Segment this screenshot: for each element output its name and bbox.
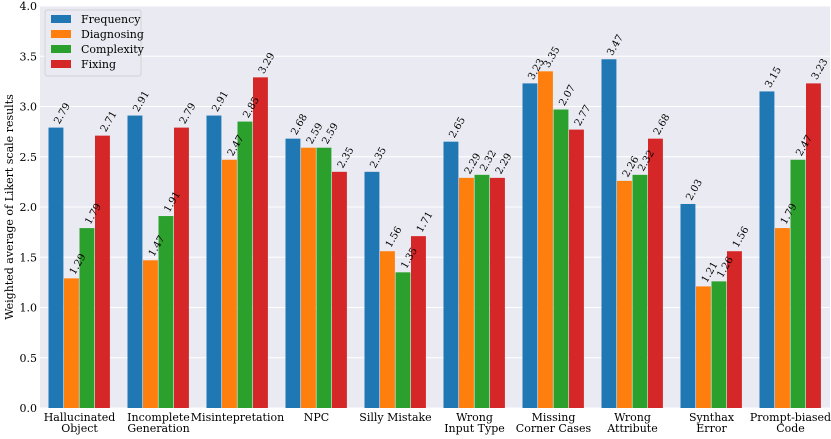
y-tick-label: 0.5 — [20, 352, 38, 365]
bar-complexity — [790, 159, 806, 408]
y-tick-label: 3.5 — [20, 50, 38, 63]
bar-frequency — [127, 115, 143, 409]
bar-diagnosing — [301, 147, 316, 408]
bar-fixing — [95, 135, 110, 408]
bar-diagnosing — [775, 228, 790, 408]
bar-frequency — [206, 115, 222, 409]
bar-fixing — [253, 77, 268, 408]
bar-frequency — [285, 138, 301, 408]
y-tick-label: 4.0 — [20, 0, 38, 13]
y-tick-label: 3.0 — [20, 101, 38, 114]
y-tick-label: 1.5 — [20, 251, 38, 264]
y-axis: 0.0 0.5 1.0 1.5 2.0 2.5 3.0 3.5 4.0 — [20, 0, 38, 415]
x-category-label: Generation — [127, 422, 189, 435]
legend: Frequency Diagnosing Complexity Fixing — [44, 9, 145, 77]
bar-complexity — [474, 174, 490, 408]
y-axis-title: Weighted average of Likert scale results — [3, 94, 16, 320]
x-axis: HallucinatedObjectIncompleteGenerationMi… — [44, 411, 831, 435]
bar-fixing — [569, 129, 584, 409]
bar-fixing — [411, 236, 426, 408]
x-category-label: Input Type — [444, 422, 505, 435]
bar-frequency — [443, 141, 459, 409]
x-category-label: Incomplete — [127, 411, 190, 424]
y-tick-label: 2.5 — [20, 151, 38, 164]
bar-frequency — [759, 91, 775, 409]
bar-diagnosing — [143, 260, 158, 408]
bar-fixing — [806, 83, 821, 408]
bar-frequency — [601, 59, 617, 408]
x-category-label: Error — [696, 422, 727, 435]
bar-diagnosing — [222, 159, 237, 408]
y-tick-label: 1.0 — [20, 302, 38, 315]
bar-complexity — [316, 147, 332, 408]
bar-fixing — [648, 138, 663, 408]
x-category-label: Prompt-biased — [750, 411, 831, 424]
bar-frequency — [364, 171, 380, 408]
bar-diagnosing — [696, 286, 711, 408]
legend-swatch — [51, 15, 71, 23]
bar-frequency — [522, 83, 538, 408]
x-category-label: NPC — [304, 411, 329, 424]
x-category-label: Hallucinated — [44, 411, 116, 424]
legend-entry: Diagnosing — [81, 28, 144, 41]
bar-fixing — [174, 127, 189, 408]
bar-frequency — [680, 203, 696, 408]
y-tick-label: 2.0 — [20, 201, 38, 214]
bar-fixing — [727, 251, 742, 408]
bar-fixing — [490, 177, 505, 408]
legend-swatch — [51, 30, 71, 38]
bar-diagnosing — [538, 71, 553, 408]
legend-entry: Fixing — [81, 58, 116, 71]
bar-diagnosing — [380, 251, 395, 408]
bar-diagnosing — [617, 180, 632, 408]
legend-entry: Complexity — [81, 43, 145, 56]
legend-box — [44, 9, 142, 77]
x-category-label: Synthax — [689, 411, 735, 424]
x-category-label: Code — [776, 422, 805, 435]
x-category-label: Wrong — [456, 411, 493, 424]
bar-complexity — [632, 174, 648, 408]
x-category-label: Silly Mistake — [359, 411, 431, 424]
bars — [48, 59, 821, 409]
legend-swatch — [51, 45, 71, 53]
x-category-label: Missing — [532, 411, 576, 424]
x-category-label: Attribute — [606, 422, 657, 435]
bar-fixing — [332, 171, 347, 408]
bar-complexity — [553, 109, 569, 408]
x-category-label: Corner Cases — [516, 422, 592, 435]
bar-diagnosing — [64, 278, 79, 408]
x-category-label: Misintepretation — [191, 411, 284, 424]
bar-complexity — [711, 281, 727, 408]
bar-diagnosing — [459, 177, 474, 408]
bar-complexity — [237, 121, 253, 408]
legend-entry: Frequency — [81, 13, 141, 26]
bar-complexity — [79, 228, 95, 408]
bar-complexity — [395, 272, 411, 408]
y-tick-label: 0.0 — [20, 402, 38, 415]
x-category-label: Object — [61, 422, 98, 435]
bar-complexity — [158, 216, 174, 408]
bar-frequency — [48, 127, 64, 408]
legend-swatch — [51, 60, 71, 68]
x-category-label: Wrong — [614, 411, 651, 424]
